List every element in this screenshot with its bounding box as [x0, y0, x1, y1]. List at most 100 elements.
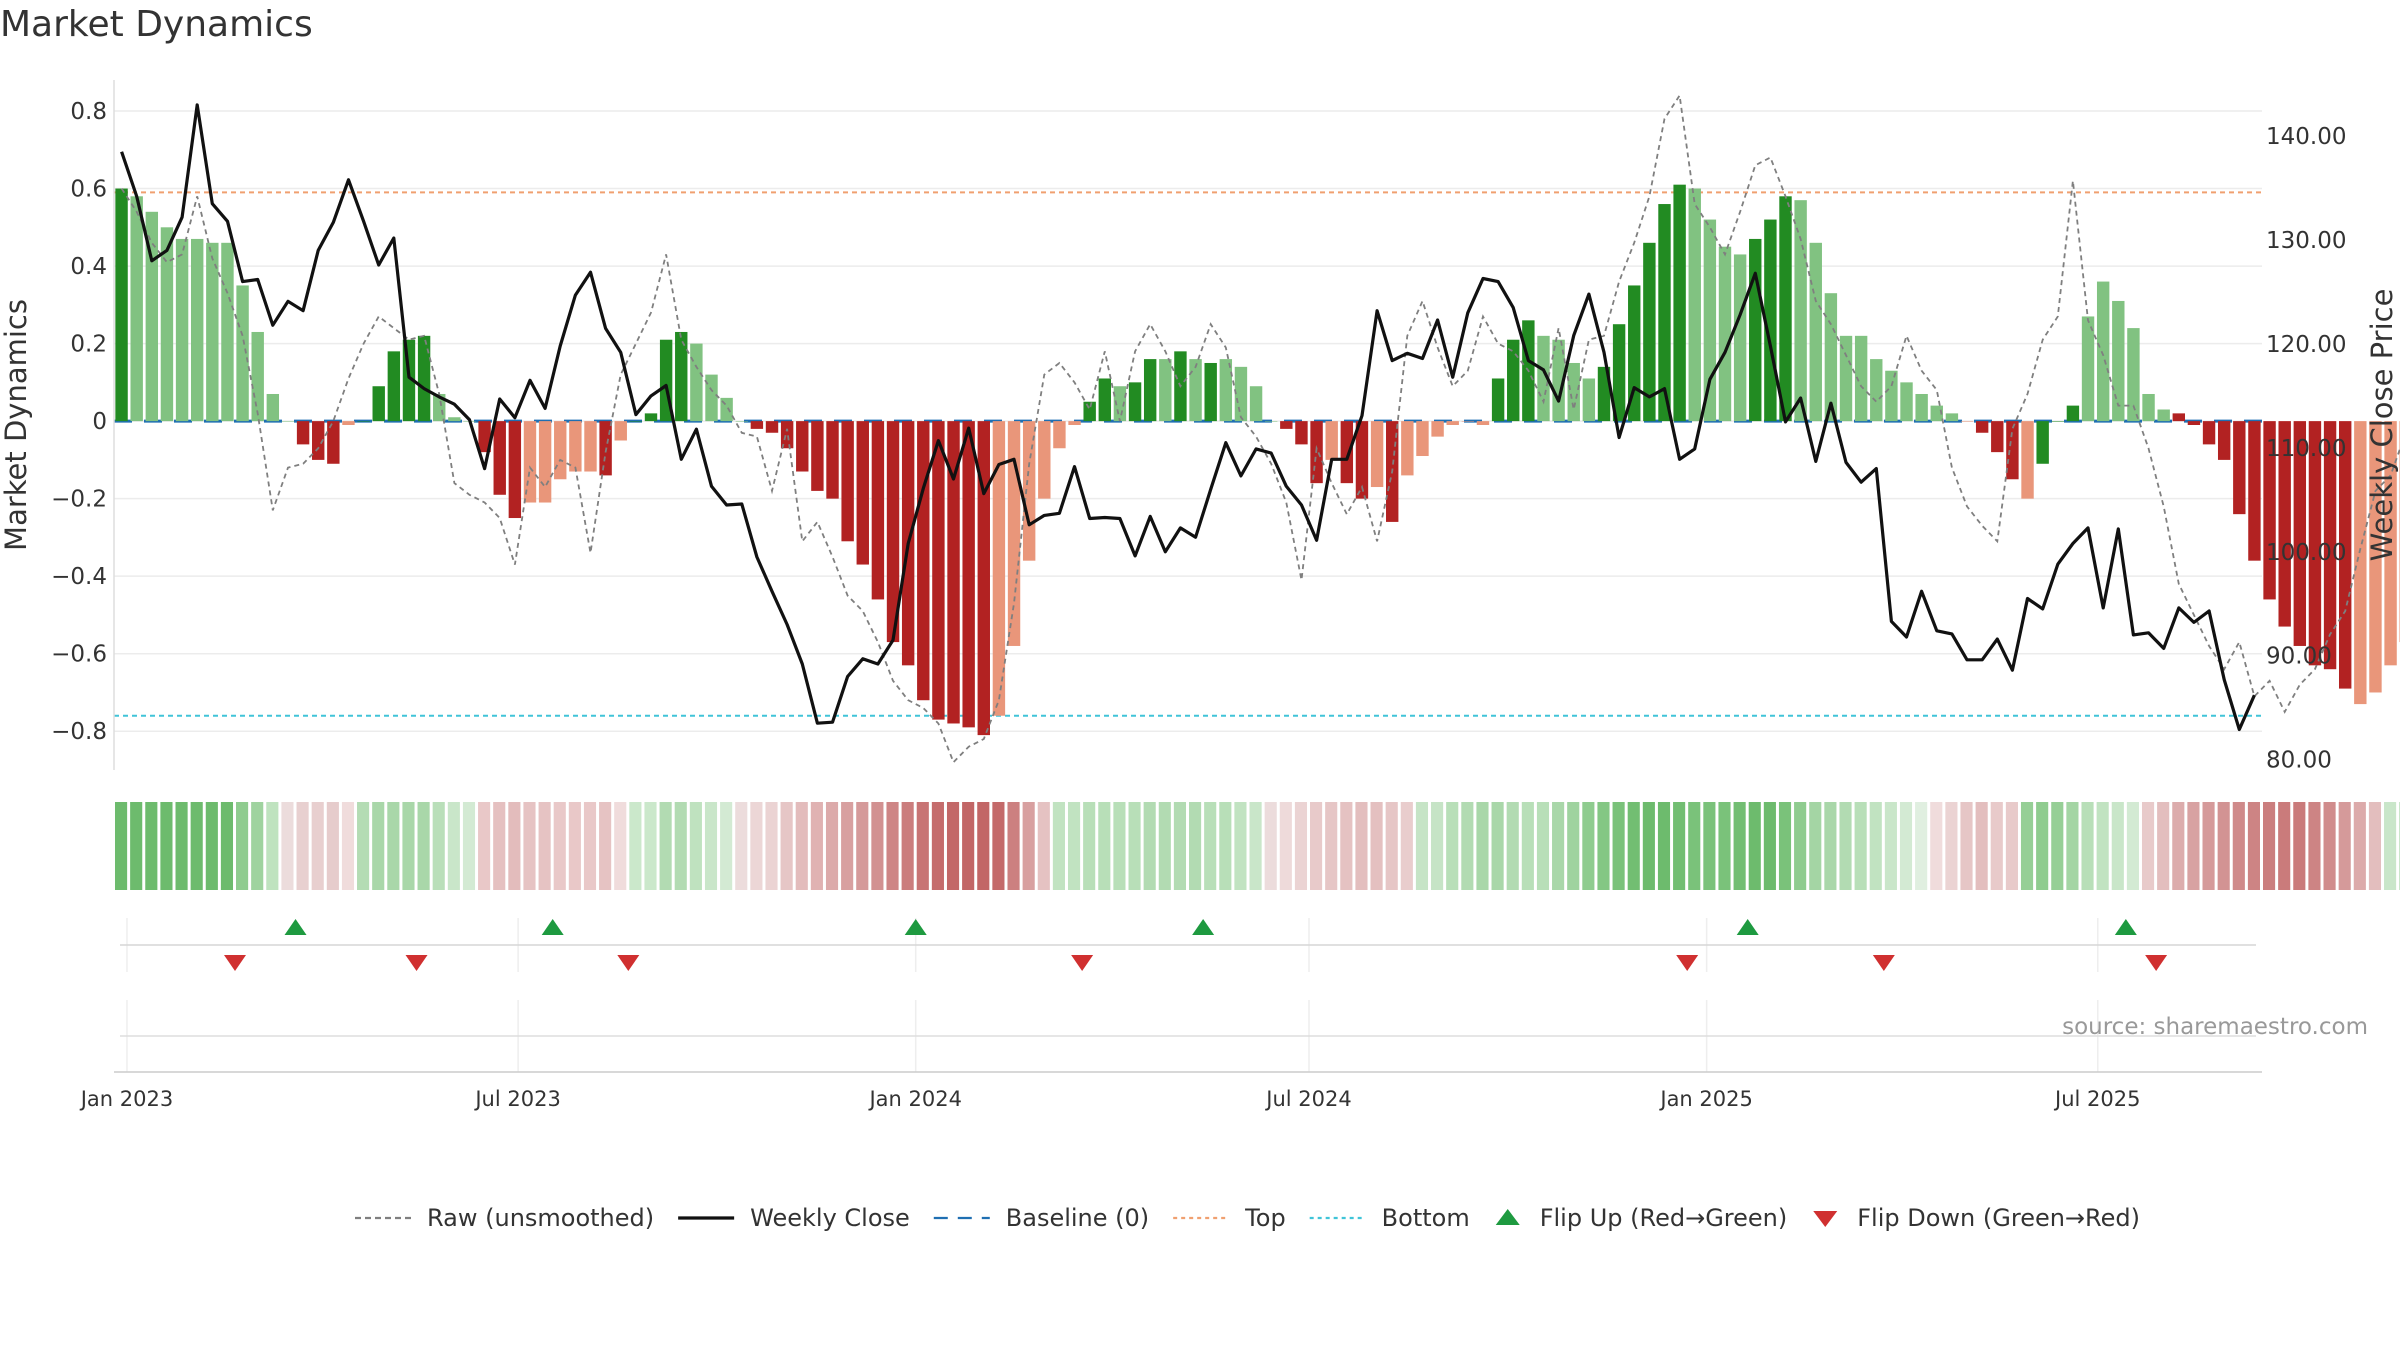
band-cell	[1673, 802, 1685, 890]
dynamics-bar	[857, 421, 869, 564]
band-cell	[1371, 802, 1383, 890]
dynamics-bar	[1008, 421, 1020, 646]
dynamics-bar	[2021, 421, 2033, 499]
band-cell	[448, 802, 460, 890]
band-cell	[191, 802, 203, 890]
dynamics-bar	[690, 344, 702, 422]
dynamics-bar	[630, 421, 642, 422]
band-cell	[327, 802, 339, 890]
flip-down-marker	[2145, 955, 2167, 971]
y-axis-label: Market Dynamics	[0, 299, 33, 551]
band-cell	[1431, 802, 1443, 890]
flip-down-marker	[406, 955, 428, 971]
band-cell	[1582, 802, 1594, 890]
band-cell	[886, 802, 898, 890]
band-cell	[297, 802, 309, 890]
band-cell	[569, 802, 581, 890]
dynamics-bar	[1083, 402, 1095, 421]
source-note: source: sharemaestro.com	[2062, 1014, 2368, 1040]
band-cell	[781, 802, 793, 890]
regime-band	[115, 802, 2400, 890]
band-cell	[917, 802, 929, 890]
dynamics-bar	[2218, 421, 2230, 460]
band-cell	[962, 802, 974, 890]
band-cell	[2172, 802, 2184, 890]
y2-tick-label: 140.00	[2266, 124, 2346, 150]
band-cell	[1401, 802, 1413, 890]
dynamics-bar	[569, 421, 581, 471]
flip-down-marker	[224, 955, 246, 971]
band-cell	[1234, 802, 1246, 890]
band-cell	[1855, 802, 1867, 890]
band-cell	[1930, 802, 1942, 890]
band-cell	[1915, 802, 1927, 890]
band-cell	[1567, 802, 1579, 890]
dynamics-bar	[191, 239, 203, 421]
band-cell	[2248, 802, 2260, 890]
band-cell	[508, 802, 520, 890]
flip-down-marker	[1071, 955, 1093, 971]
band-cell	[1386, 802, 1398, 890]
dynamics-bar	[1719, 247, 1731, 421]
band-cell	[1991, 802, 2003, 890]
dynamics-bar	[1129, 382, 1141, 421]
band-cell	[675, 802, 687, 890]
band-cell	[1658, 802, 1670, 890]
dynamics-bar	[917, 421, 929, 700]
band-cell	[1310, 802, 1322, 890]
band-cell	[811, 802, 823, 890]
band-cell	[1809, 802, 1821, 890]
band-cell	[1839, 802, 1851, 890]
band-cell	[2339, 802, 2351, 890]
dynamics-bar	[297, 421, 309, 444]
dynamics-bar	[1220, 359, 1232, 421]
dynamics-bar	[1295, 421, 1307, 444]
dynamics-bar	[1492, 378, 1504, 421]
dynamics-bar	[1068, 421, 1080, 425]
band-cell	[2324, 802, 2336, 890]
band-cell	[1749, 802, 1761, 890]
dynamics-bar	[2142, 394, 2154, 421]
dynamics-bar	[1189, 359, 1201, 421]
band-cell	[402, 802, 414, 890]
dynamics-bar	[962, 421, 974, 727]
band-cell	[1446, 802, 1458, 890]
band-cell	[1945, 802, 1957, 890]
dynamics-bar	[1477, 421, 1489, 425]
legend-label: Flip Up (Red→Green)	[1540, 1204, 1788, 1232]
dynamics-bar	[584, 421, 596, 471]
dynamics-bar	[1810, 243, 1822, 421]
dynamics-bar	[176, 239, 188, 421]
y-tick-label: −0.6	[51, 642, 107, 668]
dynamics-bar	[2203, 421, 2215, 444]
y2-tick-label: 120.00	[2266, 332, 2346, 358]
band-cell	[1461, 802, 1473, 890]
dynamics-bar	[1462, 421, 1474, 422]
band-cell	[1280, 802, 1292, 890]
band-cell	[1688, 802, 1700, 890]
band-cell	[160, 802, 172, 890]
band-cell	[1053, 802, 1065, 890]
dynamics-bar	[448, 417, 460, 421]
band-cell	[1325, 802, 1337, 890]
band-cell	[1340, 802, 1352, 890]
dynamics-bar	[1507, 340, 1519, 421]
band-cell	[1703, 802, 1715, 890]
band-cell	[1960, 802, 1972, 890]
dynamics-bar	[751, 421, 763, 429]
band-cell	[1870, 802, 1882, 890]
dynamics-bar	[115, 189, 127, 422]
dynamics-bar	[418, 336, 430, 421]
y-tick-label: 0	[92, 409, 107, 435]
band-cell	[2021, 802, 2033, 890]
dynamics-bar	[932, 421, 944, 719]
band-cell	[1476, 802, 1488, 890]
dynamics-bar	[1053, 421, 1065, 448]
y-tick-label: 0.6	[70, 177, 107, 203]
y2-tick-label: 80.00	[2266, 748, 2332, 774]
dynamics-bar	[206, 243, 218, 421]
band-cell	[115, 802, 127, 890]
band-cell	[977, 802, 989, 890]
band-cell	[1643, 802, 1655, 890]
